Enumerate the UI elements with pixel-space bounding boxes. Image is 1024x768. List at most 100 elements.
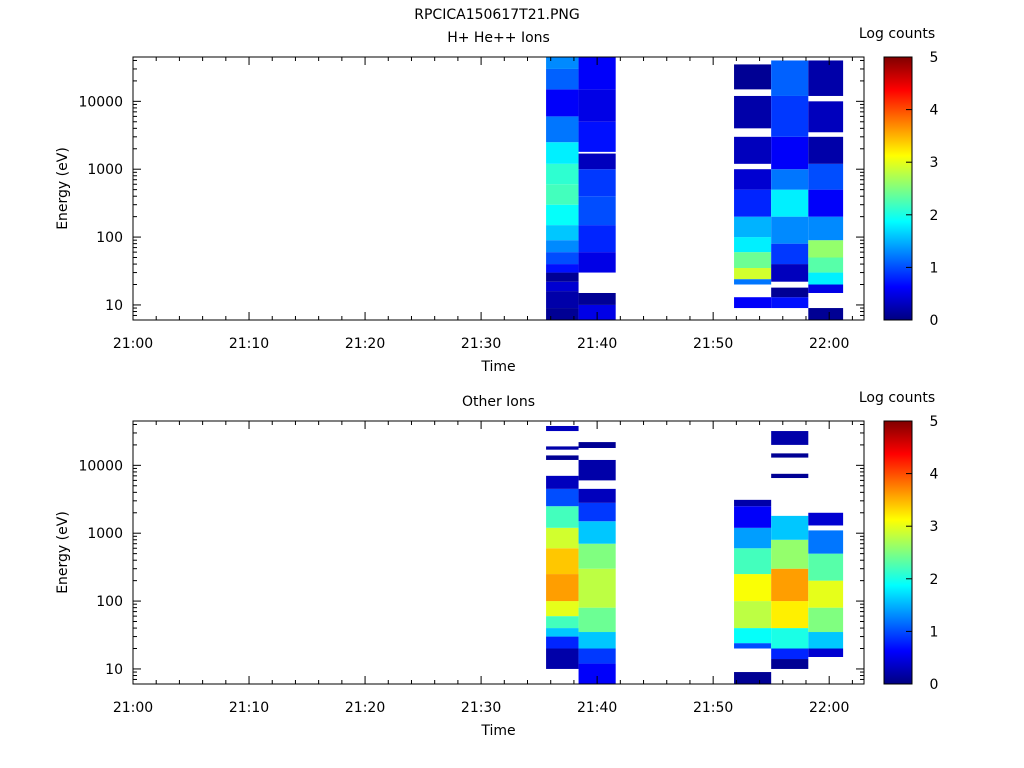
heatmap-cell bbox=[546, 601, 579, 617]
heatmap-cell bbox=[734, 136, 772, 164]
heatmap-cell bbox=[808, 101, 844, 133]
panel-title: Other Ions bbox=[462, 394, 535, 410]
x-tick-label: 22:00 bbox=[809, 336, 849, 352]
y-tick-label: 100 bbox=[96, 230, 123, 246]
heatmap-cell bbox=[546, 616, 579, 629]
heatmap-cell bbox=[734, 64, 772, 90]
heatmap-cell bbox=[808, 163, 844, 190]
heatmap-cell bbox=[771, 568, 809, 602]
heatmap-cell bbox=[734, 548, 772, 575]
heatmap-cell bbox=[546, 527, 579, 549]
plot-frame bbox=[132, 420, 865, 685]
y-axis-label: Energy (eV) bbox=[55, 511, 71, 594]
heatmap-cell bbox=[734, 95, 772, 129]
heatmap-cell bbox=[808, 240, 844, 258]
heatmap-cell bbox=[771, 539, 809, 569]
heatmap-cell bbox=[734, 672, 772, 684]
x-tick-label: 21:10 bbox=[229, 700, 269, 716]
colorbar-label: Log counts bbox=[859, 390, 935, 406]
heatmap-cell bbox=[808, 553, 844, 581]
colorbar-tick-label: 1 bbox=[930, 624, 939, 640]
x-tick-label: 21:20 bbox=[345, 700, 385, 716]
heatmap-cell bbox=[546, 548, 579, 575]
figure-filename: RPCICA150617T21.PNG bbox=[414, 7, 579, 23]
colorbar-tick-label: 2 bbox=[930, 572, 939, 588]
heatmap-cell bbox=[771, 60, 809, 96]
heatmap-cell bbox=[808, 607, 844, 633]
colorbar: Log counts 0 1 2 3 4 5 bbox=[859, 390, 939, 693]
heatmap-cell bbox=[578, 648, 616, 664]
heatmap-cell bbox=[771, 243, 809, 265]
heatmap-cell bbox=[771, 216, 809, 244]
x-tick-label: 21:50 bbox=[693, 700, 733, 716]
heatmap-cell bbox=[734, 237, 772, 253]
colorbar-gradient bbox=[883, 420, 913, 685]
heatmap-cell bbox=[734, 499, 772, 507]
heatmap-cell bbox=[578, 225, 616, 253]
heatmap-cell bbox=[546, 272, 579, 282]
x-tick-label: 21:20 bbox=[345, 336, 385, 352]
heatmap-cell bbox=[808, 272, 844, 285]
heatmap-cell bbox=[771, 659, 809, 669]
x-tick-label: 21:10 bbox=[229, 336, 269, 352]
heatmap-cell bbox=[578, 663, 616, 684]
heatmap-cell bbox=[771, 264, 809, 282]
heatmap-cell bbox=[734, 574, 772, 602]
heatmap-cell bbox=[578, 632, 616, 649]
heatmap-cell bbox=[578, 196, 616, 226]
heatmap-cell bbox=[808, 189, 844, 217]
y-tick-label: 10000 bbox=[78, 458, 123, 474]
heatmap-cell bbox=[771, 297, 809, 309]
heatmap-cell bbox=[578, 153, 616, 170]
heatmap-cell bbox=[578, 292, 616, 305]
heatmap-cell bbox=[546, 425, 579, 432]
heatmap-cell bbox=[546, 455, 579, 460]
colorbar-tick-label: 0 bbox=[930, 313, 939, 329]
heatmap-cell bbox=[771, 136, 809, 170]
heatmap-cell bbox=[578, 169, 616, 197]
y-tick-label: 10000 bbox=[78, 94, 123, 110]
heatmap-cell bbox=[808, 512, 844, 526]
heatmap-cell bbox=[734, 169, 772, 190]
heatmap-cell bbox=[578, 89, 616, 122]
heatmap-cell bbox=[734, 527, 772, 549]
heatmap-cell bbox=[808, 648, 844, 657]
heatmap-cell bbox=[546, 204, 579, 226]
heatmap-cell bbox=[808, 632, 844, 649]
heatmap-cell bbox=[771, 453, 809, 458]
heatmap-cell bbox=[546, 68, 579, 90]
x-axis: 21:00 21:10 21:20 21:30 21:40 21:50 22:00 bbox=[113, 421, 853, 716]
heatmap-cell bbox=[578, 442, 616, 448]
colorbar-tick-label: 2 bbox=[930, 208, 939, 224]
x-tick-label: 21:40 bbox=[577, 700, 617, 716]
x-axis-label: Time bbox=[480, 359, 515, 375]
heatmap-cell bbox=[546, 225, 579, 241]
heatmap-cell bbox=[734, 279, 772, 285]
heatmap-cell bbox=[546, 116, 579, 143]
x-tick-label: 22:00 bbox=[809, 700, 849, 716]
heatmap-cell bbox=[546, 281, 579, 292]
heatmap-cell bbox=[546, 291, 579, 309]
y-axis: 10 100 1000 10000 bbox=[78, 423, 864, 685]
x-tick-label: 21:30 bbox=[461, 336, 501, 352]
heatmap-cell bbox=[546, 89, 579, 117]
x-tick-label: 21:00 bbox=[113, 700, 153, 716]
colorbar-tick-label: 5 bbox=[930, 50, 939, 66]
heatmap-cell bbox=[578, 607, 616, 633]
x-tick-label: 21:40 bbox=[577, 336, 617, 352]
heatmap-cell bbox=[546, 184, 579, 205]
y-axis: 10 100 1000 10000 bbox=[78, 59, 864, 321]
heatmap-cell bbox=[808, 136, 844, 164]
heatmap-cell bbox=[546, 57, 579, 69]
heatmap-cell bbox=[546, 308, 579, 320]
colorbar: Log counts 0 1 2 3 4 5 bbox=[859, 26, 939, 329]
y-axis-label: Energy (eV) bbox=[55, 147, 71, 230]
heatmap-cell bbox=[808, 580, 844, 608]
heatmap-cell bbox=[771, 287, 809, 298]
heatmap-cell bbox=[771, 169, 809, 190]
heatmap-cell bbox=[546, 488, 579, 507]
heatmap-cell bbox=[546, 628, 579, 637]
heatmap-cell bbox=[546, 446, 579, 450]
